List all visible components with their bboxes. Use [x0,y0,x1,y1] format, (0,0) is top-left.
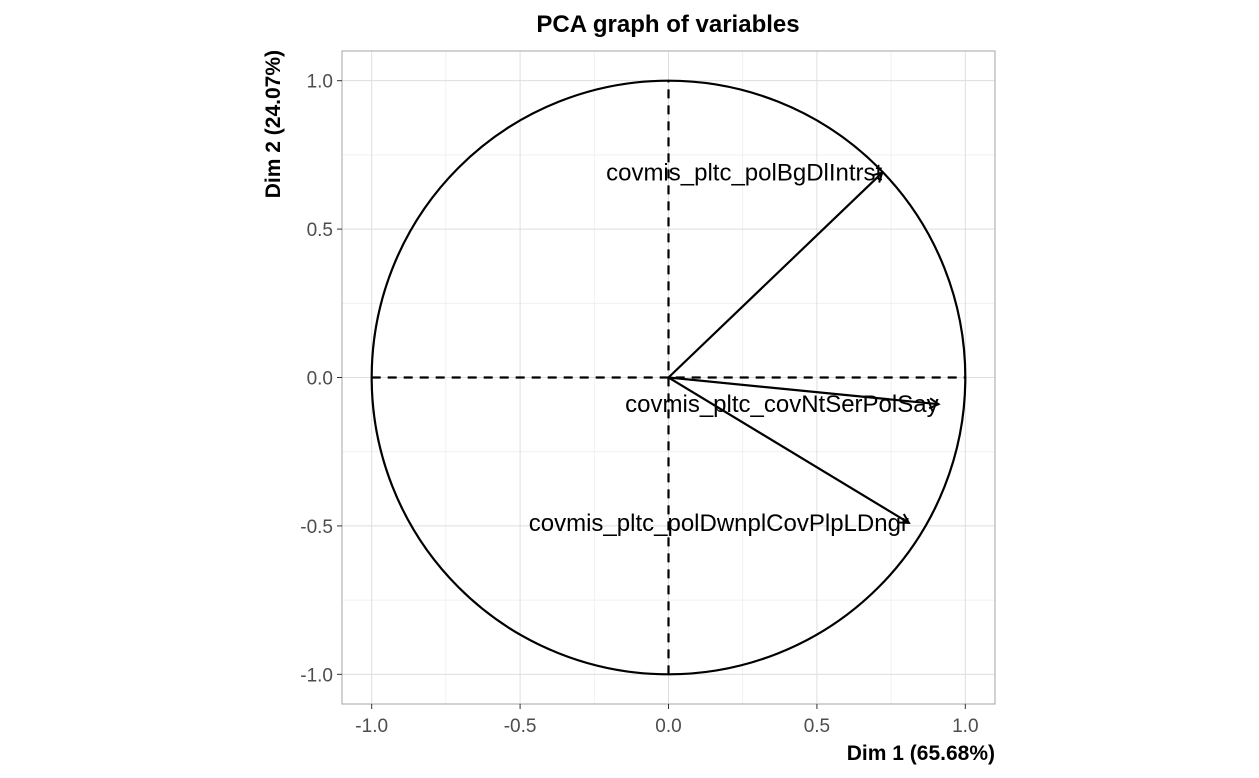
y-tick-label: -0.5 [300,517,333,538]
x-tick-label: -0.5 [504,716,537,737]
variable-label: covmis_pltc_polDwnplCovPlpLDngr [529,510,909,537]
x-tick-label: 1.0 [952,716,978,737]
y-tick-label: -1.0 [300,665,333,686]
x-tick-label: -1.0 [355,716,388,737]
y-axis-ticks: -1.0 -0.5 0.0 0.5 1.0 [300,72,342,686]
x-tick-label: 0.5 [804,716,830,737]
y-tick-label: 1.0 [307,72,333,93]
variable-arrow [667,173,883,379]
chart-title: PCA graph of variables [536,11,799,38]
variable-arrow [668,376,939,405]
variable-arrows [667,173,939,523]
y-axis-title: Dim 2 (24.07%) [262,50,285,198]
unit-circle-layer [370,79,967,676]
unit-circle [370,79,967,676]
x-axis-title: Dim 1 (65.68%) [847,742,995,765]
variable-label: covmis_pltc_covNtSerPolSay [625,391,938,418]
variable-labels: covmis_pltc_polBgDlIntrst covmis_pltc_cov… [529,160,939,537]
y-tick-label: 0.5 [307,220,333,241]
variable-label: covmis_pltc_polBgDlIntrst [606,160,882,187]
x-tick-label: 0.0 [655,716,681,737]
variable-arrow [667,376,909,523]
x-axis-ticks: -1.0 -0.5 0.0 0.5 1.0 [355,704,979,737]
y-tick-label: 0.0 [307,369,333,390]
